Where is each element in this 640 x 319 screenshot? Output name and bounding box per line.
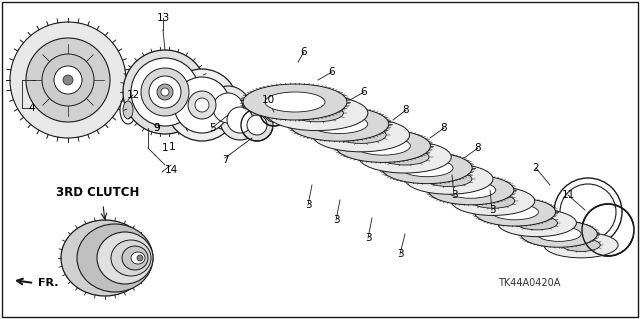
Ellipse shape (137, 255, 143, 261)
Text: 3: 3 (451, 190, 458, 200)
Ellipse shape (382, 152, 472, 184)
Text: 8: 8 (475, 143, 481, 153)
Ellipse shape (227, 107, 253, 133)
Ellipse shape (426, 171, 472, 187)
Ellipse shape (544, 232, 618, 258)
Text: 8: 8 (441, 123, 447, 133)
Circle shape (54, 66, 82, 94)
Ellipse shape (61, 220, 149, 296)
Text: 12: 12 (126, 90, 140, 100)
Text: TK44A0420A: TK44A0420A (498, 278, 561, 288)
Ellipse shape (356, 137, 410, 155)
Ellipse shape (123, 101, 133, 119)
Ellipse shape (405, 164, 493, 194)
Text: 1: 1 (162, 143, 168, 153)
Ellipse shape (336, 127, 386, 144)
Text: 3: 3 (305, 200, 311, 210)
Ellipse shape (562, 239, 600, 251)
Ellipse shape (266, 95, 368, 130)
Ellipse shape (188, 91, 216, 119)
Text: 7: 7 (221, 155, 228, 165)
Text: 8: 8 (403, 105, 410, 115)
Ellipse shape (265, 92, 325, 112)
Text: 14: 14 (164, 165, 178, 175)
Text: 3: 3 (397, 249, 403, 259)
Text: 3: 3 (333, 215, 339, 225)
Ellipse shape (471, 194, 515, 208)
Text: 3RD CLUTCH: 3RD CLUTCH (56, 186, 140, 198)
Ellipse shape (120, 96, 136, 124)
Ellipse shape (289, 107, 388, 141)
Text: 9: 9 (154, 123, 160, 133)
Ellipse shape (122, 246, 148, 270)
Ellipse shape (451, 187, 534, 215)
Ellipse shape (123, 50, 207, 134)
Text: 4: 4 (29, 103, 35, 113)
Ellipse shape (206, 86, 250, 130)
Ellipse shape (141, 68, 189, 116)
Ellipse shape (497, 209, 577, 237)
Ellipse shape (195, 98, 209, 112)
Ellipse shape (492, 204, 538, 220)
Ellipse shape (111, 240, 151, 276)
Text: 13: 13 (156, 13, 170, 23)
Text: 6: 6 (301, 47, 307, 57)
Ellipse shape (131, 252, 145, 264)
Text: 9: 9 (154, 123, 160, 133)
Text: 2: 2 (532, 163, 540, 173)
Ellipse shape (97, 232, 153, 284)
Text: 1: 1 (169, 142, 175, 152)
Ellipse shape (312, 118, 410, 152)
Ellipse shape (428, 175, 514, 205)
Ellipse shape (241, 109, 273, 141)
Ellipse shape (157, 84, 173, 100)
Circle shape (63, 75, 73, 85)
Text: 10: 10 (261, 95, 275, 105)
Circle shape (26, 38, 110, 122)
Text: FR.: FR. (38, 278, 58, 288)
Ellipse shape (291, 104, 344, 122)
Ellipse shape (335, 130, 431, 162)
Circle shape (42, 54, 94, 106)
Text: 5: 5 (209, 123, 215, 133)
Ellipse shape (521, 221, 597, 247)
Ellipse shape (213, 93, 243, 123)
Circle shape (10, 22, 126, 138)
Ellipse shape (247, 115, 267, 135)
Ellipse shape (359, 141, 451, 173)
Ellipse shape (131, 58, 199, 126)
Ellipse shape (77, 224, 153, 292)
Ellipse shape (174, 77, 230, 133)
Ellipse shape (474, 198, 556, 226)
Ellipse shape (516, 216, 557, 230)
Ellipse shape (149, 76, 181, 108)
Ellipse shape (220, 100, 260, 140)
Ellipse shape (537, 226, 581, 241)
Text: 3: 3 (365, 233, 371, 243)
Text: 3: 3 (489, 205, 495, 215)
Text: 11: 11 (561, 190, 575, 200)
Ellipse shape (161, 88, 169, 96)
Ellipse shape (166, 69, 238, 141)
Text: 6: 6 (329, 67, 335, 77)
Ellipse shape (446, 182, 496, 198)
Ellipse shape (310, 115, 368, 134)
Ellipse shape (401, 159, 453, 177)
Text: 6: 6 (361, 87, 367, 97)
Ellipse shape (243, 84, 347, 120)
Ellipse shape (381, 149, 429, 165)
